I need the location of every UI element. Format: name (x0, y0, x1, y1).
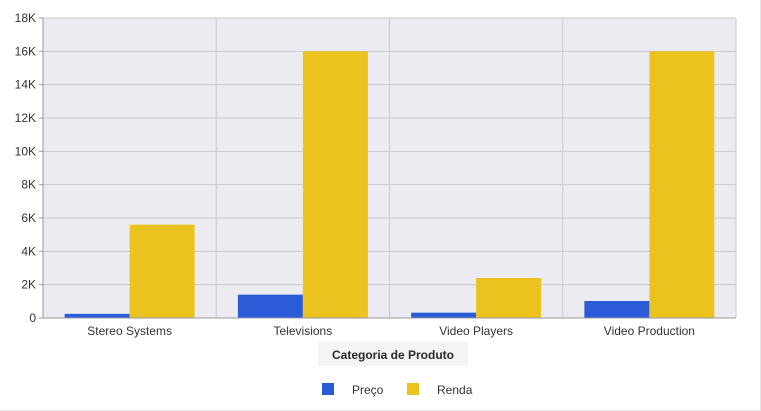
bar-renda-2 (302, 51, 368, 318)
y-tick-label: 0 (29, 311, 36, 325)
y-tick-label: 8K (21, 178, 36, 192)
bar-pre-o-3 (411, 312, 477, 318)
legend-swatch-2 (407, 383, 419, 395)
grid-lines (39, 17, 737, 319)
y-tick-label: 6K (21, 211, 36, 225)
legend-swatch-1 (322, 383, 334, 395)
bar-pre-o-1 (64, 313, 130, 318)
x-tick-label: Televisions (274, 324, 333, 338)
x-axis-title: Categoria de Produto (332, 348, 454, 362)
bar-renda-3 (476, 278, 542, 318)
x-tick-label: Video Players (439, 324, 513, 338)
y-tick-label: 16K (15, 44, 36, 58)
legend-label-2: Renda (437, 383, 473, 397)
y-tick-label: 4K (21, 244, 36, 258)
y-axis-tick-labels: 0 2K 4K 6K 8K 10K 12K 14K 16K 18K (15, 11, 37, 325)
y-tick-label: 12K (15, 111, 36, 125)
y-tick-label: 2K (21, 278, 36, 292)
y-tick-label: 14K (15, 78, 36, 92)
bars (64, 51, 715, 318)
y-tick-label: 18K (15, 11, 36, 25)
bar-renda-1 (129, 224, 195, 318)
bar-pre-o-4 (584, 301, 650, 318)
x-axis-title-bg (318, 342, 468, 366)
x-tick-label: Video Production (604, 324, 695, 338)
legend: Preço Renda (322, 383, 473, 397)
legend-label-1: Preço (352, 383, 384, 397)
x-tick-label: Stereo Systems (87, 324, 172, 338)
bar-renda-4 (649, 51, 715, 318)
y-tick-label: 10K (15, 144, 36, 158)
x-axis-tick-labels: Stereo Systems Televisions Video Players Vi… (87, 324, 695, 338)
bar-pre-o-2 (237, 294, 303, 318)
